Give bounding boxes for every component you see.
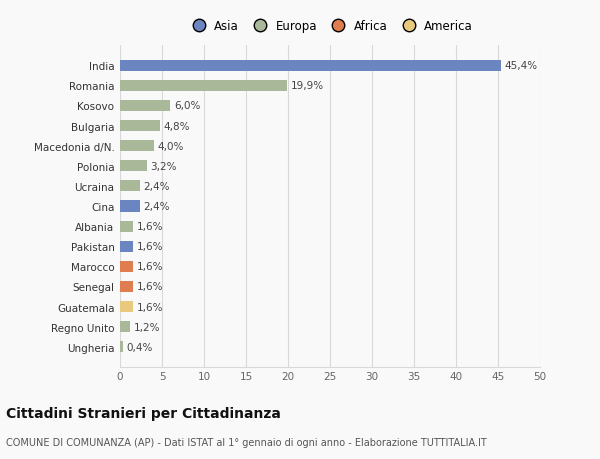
Legend: Asia, Europa, Africa, America: Asia, Europa, Africa, America [187,20,473,33]
Text: 1,6%: 1,6% [137,282,163,292]
Text: 4,0%: 4,0% [157,141,184,151]
Bar [120,121,160,132]
Text: 1,6%: 1,6% [137,242,163,252]
Text: 19,9%: 19,9% [290,81,323,91]
Text: 1,6%: 1,6% [137,262,163,272]
Bar [120,181,140,192]
Bar [120,161,147,172]
Text: 45,4%: 45,4% [505,61,538,71]
Text: 1,6%: 1,6% [137,222,163,232]
Text: 6,0%: 6,0% [174,101,200,111]
Text: 2,4%: 2,4% [143,202,170,212]
Text: Cittadini Stranieri per Cittadinanza: Cittadini Stranieri per Cittadinanza [6,406,281,420]
Bar [120,302,133,313]
Bar [120,321,130,332]
Bar [120,141,154,152]
Text: 1,2%: 1,2% [133,322,160,332]
Bar [120,261,133,272]
Bar [120,61,502,72]
Bar [120,281,133,292]
Text: COMUNE DI COMUNANZA (AP) - Dati ISTAT al 1° gennaio di ogni anno - Elaborazione : COMUNE DI COMUNANZA (AP) - Dati ISTAT al… [6,437,487,447]
Bar [120,241,133,252]
Text: 1,6%: 1,6% [137,302,163,312]
Bar [120,341,124,353]
Bar [120,221,133,232]
Bar [120,101,170,112]
Text: 2,4%: 2,4% [143,181,170,191]
Text: 4,8%: 4,8% [164,121,190,131]
Bar [120,81,287,92]
Text: 3,2%: 3,2% [150,162,177,171]
Text: 0,4%: 0,4% [127,342,153,352]
Bar [120,201,140,212]
